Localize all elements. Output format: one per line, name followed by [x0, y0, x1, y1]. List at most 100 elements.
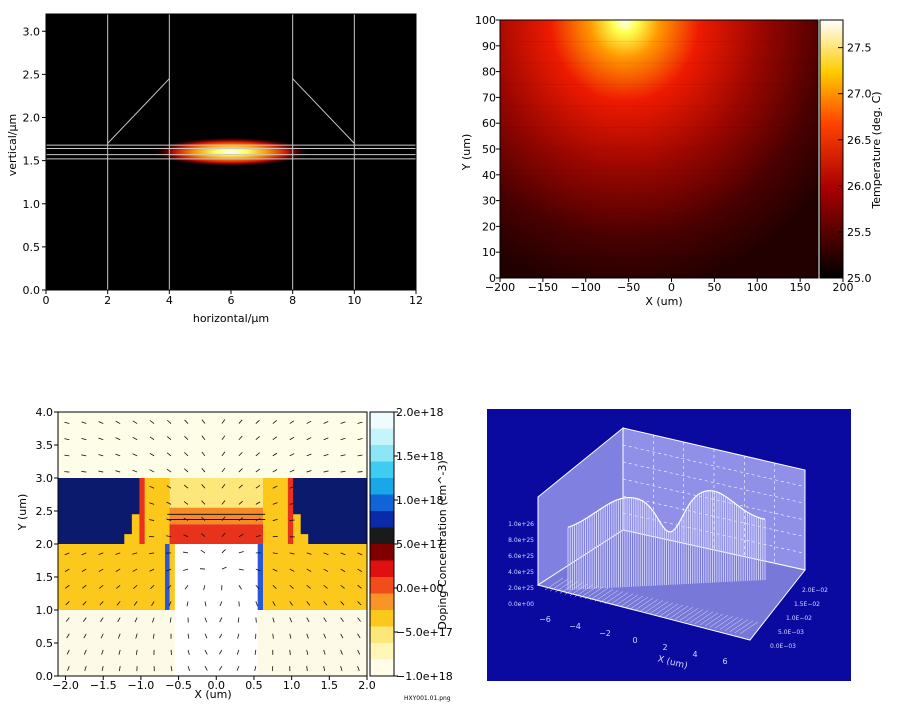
p3-field-arrow — [64, 438, 70, 441]
p3-field-arrow — [272, 420, 277, 424]
p3-field-arrow — [135, 633, 138, 639]
p3-field-arrow — [357, 584, 362, 589]
p3-field-arrow — [272, 584, 277, 590]
p3-field-arrow — [357, 471, 363, 473]
p2-ytick-label: 80 — [482, 66, 496, 79]
p4-floor-hatch — [659, 603, 679, 617]
p3-field-arrow — [238, 517, 244, 521]
p4-floor-hatch — [714, 616, 734, 629]
p4-floor-hatch — [679, 608, 699, 621]
p3-field-arrow — [133, 584, 138, 589]
p3-field-arrow — [98, 568, 104, 572]
p3-field-arrow — [64, 454, 70, 457]
p3-field-arrow — [170, 649, 172, 655]
p3-field-arrow — [115, 420, 121, 424]
p3-field-arrow — [357, 617, 361, 622]
p3-field-arrow — [272, 485, 278, 489]
p3-field-arrow — [115, 552, 121, 555]
p3-field-arrow — [221, 435, 226, 440]
p3-field-arrow — [201, 467, 206, 473]
p3-field-arrow — [323, 470, 329, 473]
p3-field-arrow — [115, 568, 121, 572]
p3-colorbar-seg — [370, 577, 394, 594]
p3-field-arrow — [289, 649, 291, 655]
p3-xtick-label: 2.0 — [358, 679, 376, 692]
p3-colorbar-label: Doping Concentration (cm^-3) — [436, 460, 449, 630]
p3-field-arrow — [357, 665, 360, 671]
p3-field-arrow — [272, 601, 276, 606]
p3-field-arrow — [200, 549, 206, 554]
p4-surface-edge — [567, 490, 766, 533]
p3-field-arrow — [65, 584, 70, 589]
p2-xtick-label: 100 — [747, 281, 768, 294]
p3-field-arrow — [357, 633, 361, 639]
p3-field-arrow — [166, 568, 172, 572]
p3-field-arrow — [166, 501, 172, 505]
p3-field-arrow — [323, 584, 328, 589]
p3-field-arrow — [117, 633, 121, 639]
p2-heatmap — [500, 20, 818, 278]
p3-colorbar-seg — [370, 659, 394, 677]
p3-field-arrow — [166, 535, 172, 538]
p4-floor-hatch — [629, 596, 649, 610]
p4-xtick-label: 4 — [692, 650, 697, 659]
p3-colorbar-seg — [370, 511, 394, 528]
p3-field-arrow — [255, 601, 258, 607]
p3-field-arrow — [238, 468, 243, 473]
p3-field-arrow — [183, 484, 189, 489]
p3-field-arrow — [306, 617, 310, 623]
p3-field-arrow — [221, 451, 226, 457]
p1-xtick-label: 10 — [347, 294, 361, 307]
p4-floor-hatch — [724, 618, 744, 631]
p3-field-arrow — [289, 453, 295, 457]
p3-field-arrow — [65, 617, 70, 622]
p1-ytick-label: 1.0 — [23, 198, 41, 211]
p4-grid-line — [622, 461, 806, 504]
p2-ylabel: Y (um) — [460, 134, 473, 172]
p3-field-arrow — [306, 666, 308, 672]
p3-field-arrow — [340, 601, 345, 606]
p3-field-arrow — [340, 421, 346, 424]
p1-ytick-label: 2.5 — [23, 68, 41, 81]
p3-field-arrow — [272, 518, 278, 521]
p3-field-arrow — [238, 533, 244, 538]
p2-xlabel: X (um) — [645, 295, 682, 308]
p3-field-arrow — [83, 633, 87, 639]
p3-field-arrow — [81, 437, 87, 441]
p2-xtick-label: 200 — [833, 281, 854, 294]
p3-field-arrow — [272, 568, 278, 572]
p3-field-arrow — [289, 486, 295, 489]
p3-field-arrow — [255, 436, 260, 441]
p3-ylabel: Y (um) — [16, 494, 29, 532]
p3-field-arrow — [323, 453, 329, 457]
p2-ytick-label: 50 — [482, 143, 496, 156]
p4-floor-hatch — [569, 583, 589, 596]
p1-xlabel: horizontal/µm — [193, 312, 269, 325]
p3-field-arrow — [238, 451, 243, 457]
p3-cbar-label: 2.0e+18 — [396, 406, 443, 419]
p4-floor-hatch — [674, 607, 694, 620]
p2-cbar-label: 26.5 — [847, 134, 872, 147]
p4-floor-hatch — [669, 605, 689, 619]
p3-field-arrow — [81, 568, 87, 572]
p3-field-arrow — [306, 453, 312, 457]
p3-xtick-label: 1.5 — [321, 679, 339, 692]
p3-field-arrow — [184, 585, 189, 590]
p4-floor-hatch — [734, 620, 754, 633]
p3-field-arrow — [272, 469, 278, 473]
p2-xtick-label: 50 — [707, 281, 721, 294]
p4-floor-hatch — [554, 580, 574, 593]
p3-field-arrow — [238, 568, 244, 571]
p2-cbar-label: 27.5 — [847, 42, 872, 55]
p1-xtick-label: 0 — [43, 294, 50, 307]
p3-field-arrow — [81, 421, 87, 424]
p3-field-arrow — [150, 584, 155, 589]
p3-field-arrow — [99, 601, 104, 606]
p3-field-arrow — [289, 617, 293, 623]
p3-field-arrow — [149, 436, 155, 441]
p3-field-arrow — [255, 568, 261, 572]
p1-xtick-label: 2 — [104, 294, 111, 307]
p4-floor-hatch — [559, 581, 579, 594]
p3-colorbar-seg — [370, 610, 394, 627]
p4-xtick-label: 6 — [722, 657, 727, 666]
